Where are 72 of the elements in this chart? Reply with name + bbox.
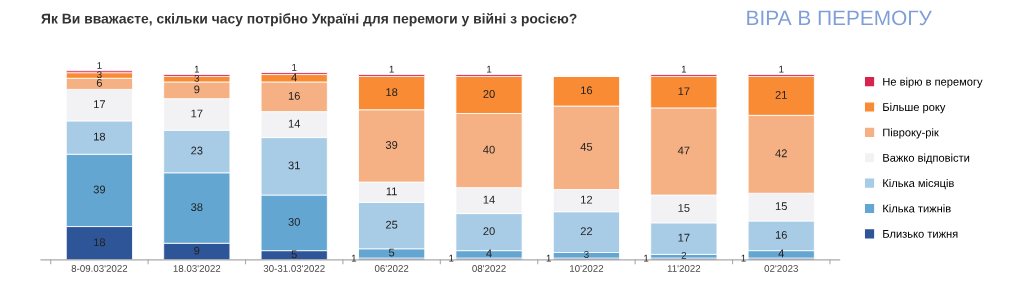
- data-label: 16: [288, 91, 300, 100]
- data-label: 17: [678, 87, 690, 96]
- data-label: 1: [194, 65, 200, 73]
- data-label: 14: [288, 119, 301, 128]
- data-label: 9: [194, 246, 200, 255]
- data-label: 1: [681, 65, 687, 73]
- x-tick-label: 11'2022: [667, 265, 701, 272]
- data-label: 1: [389, 65, 394, 73]
- data-label: 21: [775, 90, 787, 99]
- data-label: 39: [93, 185, 106, 194]
- legend-label: Близько тижня: [883, 230, 958, 238]
- data-label: 42: [775, 149, 787, 158]
- x-tick-label: 08'2022: [472, 265, 506, 272]
- data-label: 16: [775, 230, 787, 239]
- data-label: 20: [483, 227, 495, 236]
- data-label: 1: [97, 62, 102, 69]
- data-label: 15: [678, 204, 690, 212]
- data-label: 4: [778, 249, 784, 258]
- data-label: 3: [584, 251, 589, 258]
- data-label: 40: [483, 145, 495, 154]
- x-tick-label: 8-09.03'2022: [71, 265, 128, 272]
- data-label: 4: [291, 73, 297, 82]
- x-tick-label: 30-31.03'2022: [263, 265, 325, 272]
- data-label: 5: [388, 248, 395, 257]
- data-label: 18: [94, 132, 106, 141]
- data-label: 20: [483, 90, 495, 98]
- data-label: 39: [385, 141, 398, 149]
- data-label: 6: [96, 78, 102, 87]
- data-label: 15: [775, 202, 787, 211]
- data-label: 22: [580, 227, 593, 235]
- data-label: 14: [483, 195, 495, 204]
- data-label: 47: [677, 146, 690, 155]
- data-label: 31: [288, 161, 300, 170]
- legend-label: Кілька тижнів: [883, 204, 951, 213]
- data-label: 1: [449, 254, 454, 262]
- chart-title: Як Ви вважаєте, скільки часу потрібно Україні для перемоги у війні з росією?: [41, 13, 577, 27]
- data-label: 17: [94, 100, 106, 109]
- legend-label: Кілька місяців: [883, 178, 954, 190]
- data-label: 18: [386, 88, 398, 97]
- data-label: 38: [191, 203, 203, 211]
- data-label: 30: [288, 217, 300, 226]
- data-label: 1: [351, 254, 357, 262]
- data-label: 4: [486, 249, 492, 258]
- chart-subtitle: ВІРА В ПЕРЕМОГУ: [747, 10, 932, 26]
- data-label: 9: [194, 85, 200, 94]
- data-label: 1: [779, 65, 784, 73]
- x-tick-label: 18.03'2022: [173, 265, 221, 272]
- x-tick-label: 02'2023: [764, 265, 798, 272]
- data-label: 1: [644, 254, 649, 262]
- data-label: 12: [581, 195, 593, 204]
- data-label: 11: [386, 187, 397, 196]
- legend-label: Більше року: [883, 102, 946, 114]
- data-label: 16: [581, 86, 593, 95]
- data-label: 17: [191, 109, 203, 118]
- data-label: 5: [291, 250, 297, 259]
- data-label: 18: [94, 238, 106, 247]
- legend-label: Важко відповісти: [883, 153, 970, 164]
- data-label: 45: [580, 143, 593, 151]
- data-label: 17: [678, 233, 690, 242]
- data-label: 1: [292, 63, 297, 71]
- x-tick-label: 10'2022: [570, 265, 604, 272]
- data-label: 1: [546, 254, 551, 262]
- data-label: 3: [194, 74, 200, 82]
- data-label: 1: [741, 254, 746, 262]
- data-label: 25: [386, 220, 398, 229]
- legend-label: Півроку-рік: [883, 128, 939, 139]
- data-label: 3: [97, 71, 102, 79]
- data-label: 23: [191, 146, 203, 155]
- x-tick-label: 06'2022: [374, 265, 409, 272]
- data-label: 2: [681, 251, 687, 259]
- legend-label: Не вірю в перемогу: [883, 77, 983, 88]
- data-label: 1: [487, 65, 492, 73]
